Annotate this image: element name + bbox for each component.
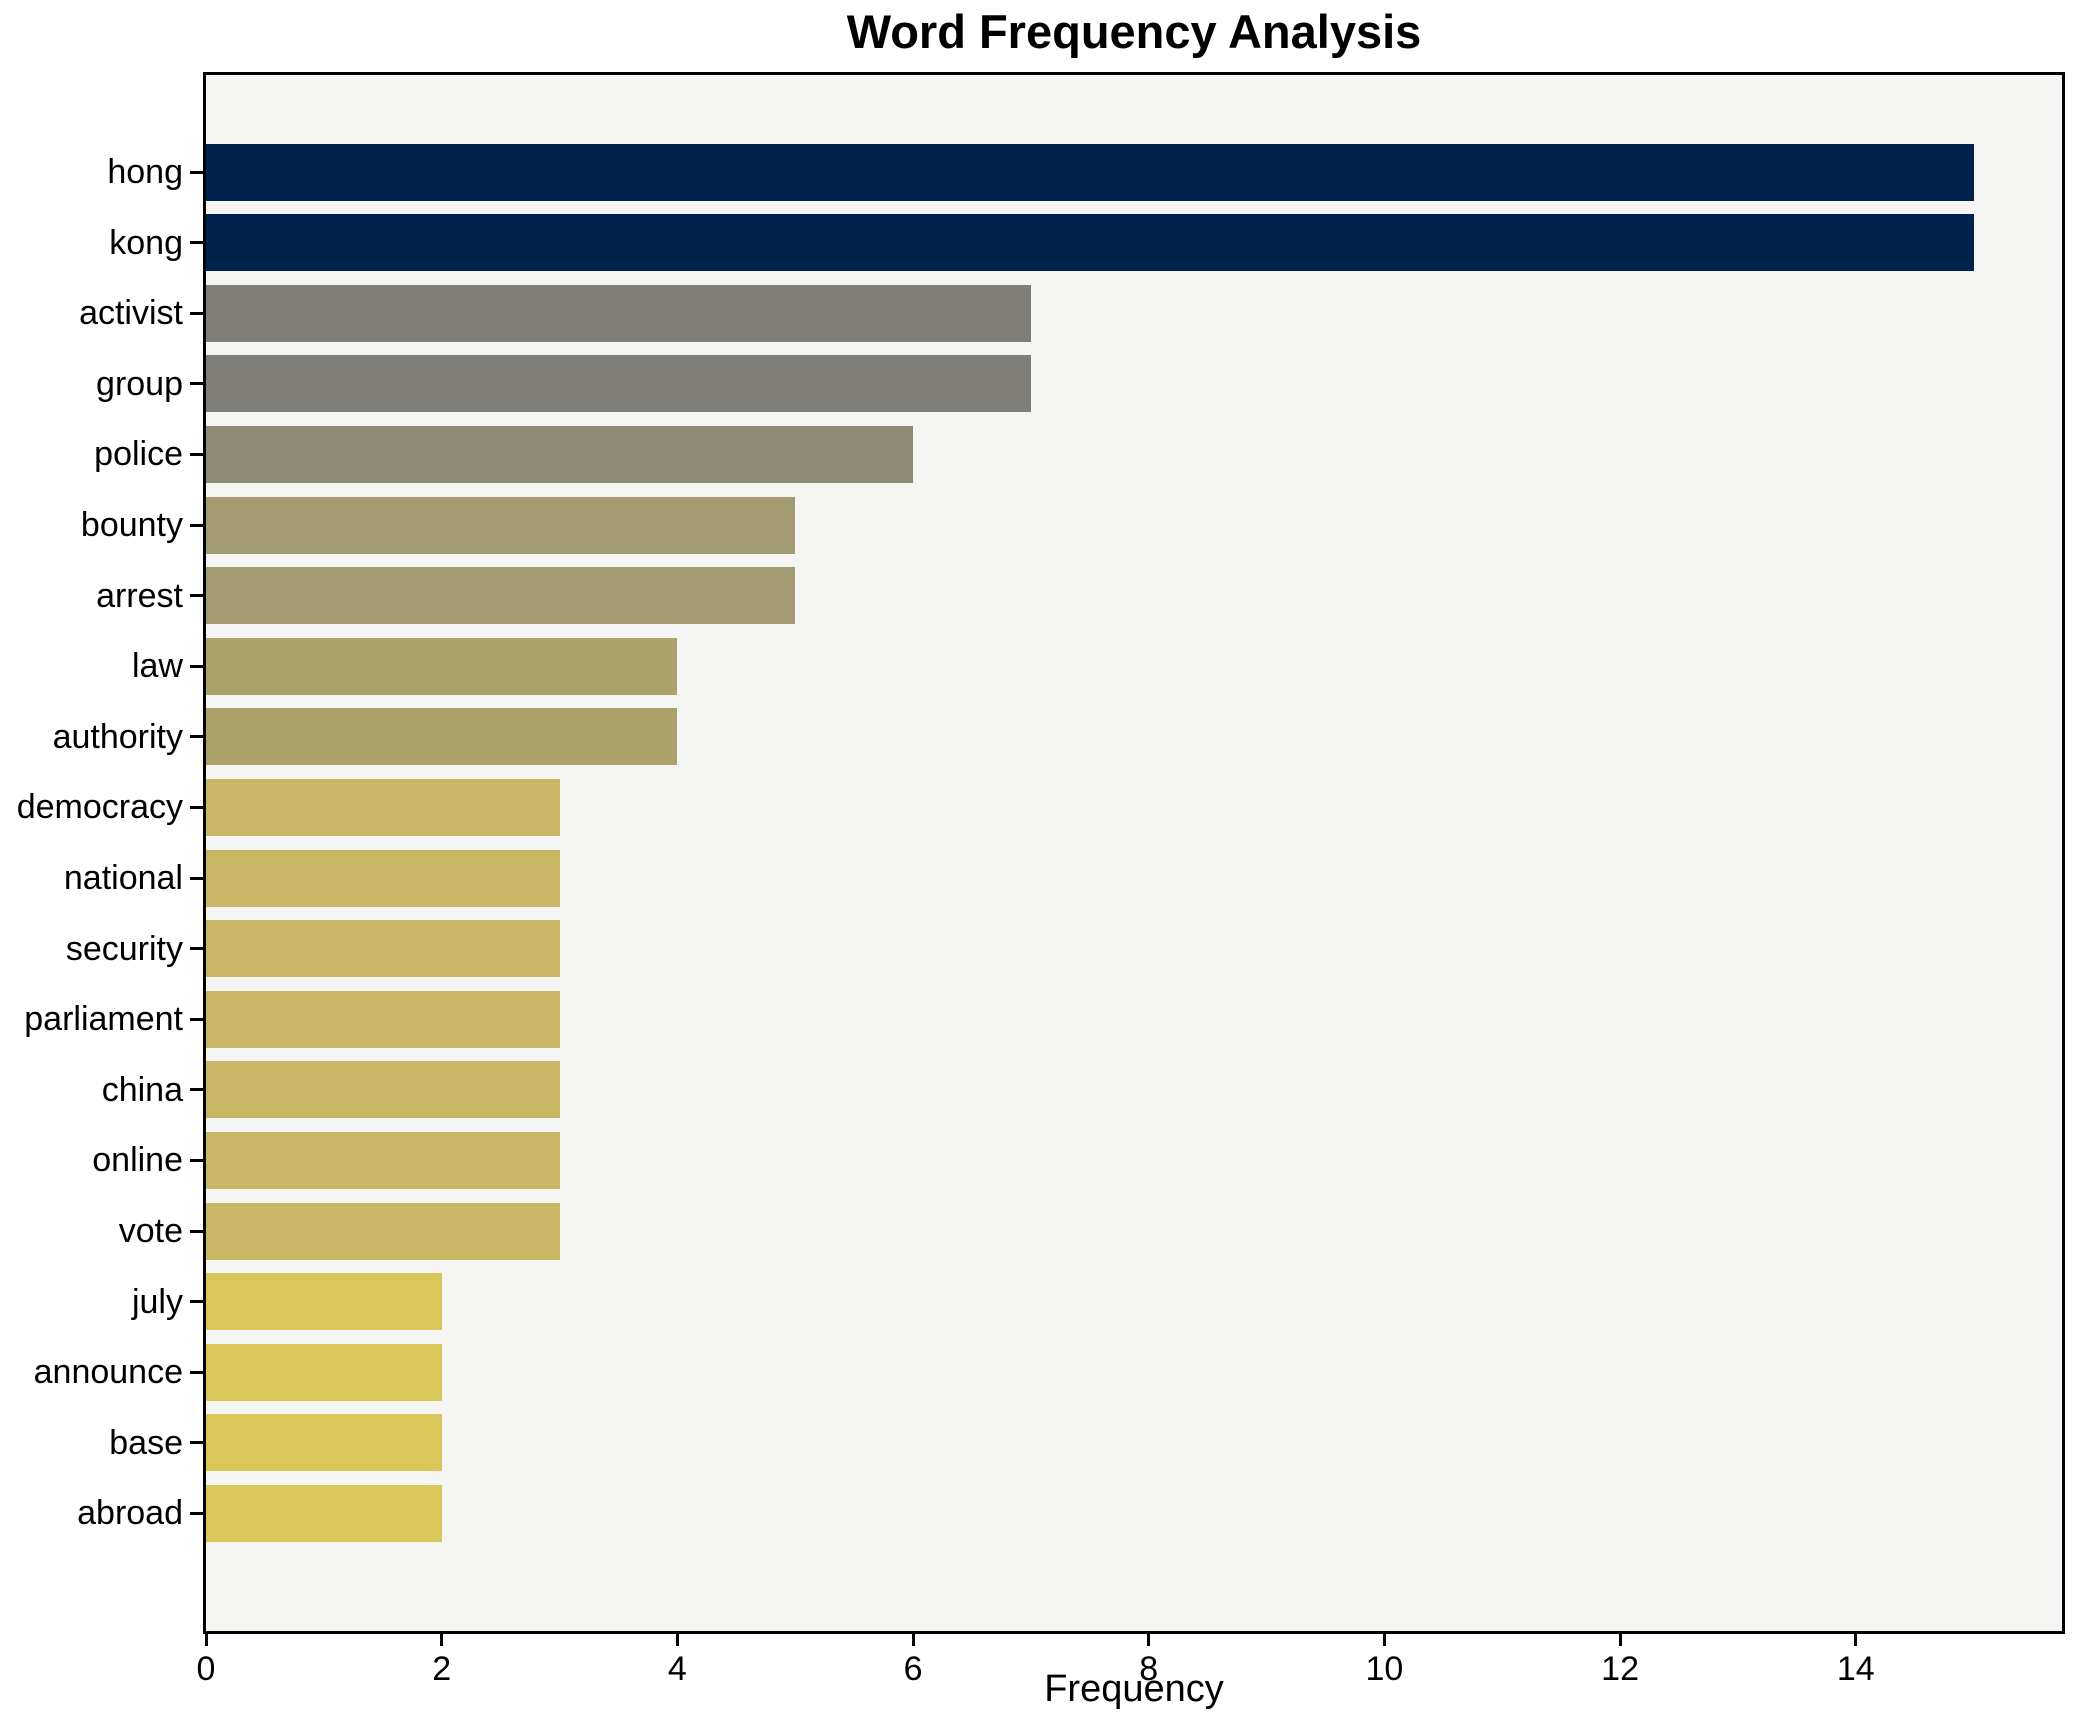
- y-tick-mark: [190, 664, 203, 668]
- y-tick-label: kong: [109, 223, 183, 262]
- x-tick-label: 10: [1365, 1650, 1404, 1688]
- y-tick-mark: [190, 1370, 203, 1374]
- bar: [206, 496, 796, 554]
- x-tick-label: 6: [903, 1650, 923, 1688]
- y-tick-mark: [190, 452, 203, 456]
- x-tick-label: 0: [196, 1650, 216, 1688]
- bar: [206, 1484, 442, 1542]
- y-tick-mark: [190, 876, 203, 880]
- bar: [206, 1343, 442, 1401]
- y-tick-label: china: [101, 1070, 183, 1109]
- bar: [206, 1273, 442, 1331]
- bar: [206, 849, 560, 907]
- y-tick-mark: [190, 1229, 203, 1233]
- y-tick-mark: [190, 1088, 203, 1092]
- y-tick-label: democracy: [16, 788, 183, 827]
- x-tick-label: 2: [432, 1650, 452, 1688]
- y-tick-mark: [190, 382, 203, 386]
- bar: [206, 920, 560, 978]
- bar: [206, 778, 560, 836]
- y-tick-mark: [190, 241, 203, 245]
- bar: [206, 214, 1974, 272]
- bar: [206, 567, 796, 625]
- y-tick-mark: [190, 594, 203, 598]
- x-tick-mark: [204, 1634, 208, 1646]
- y-tick-mark: [190, 1511, 203, 1515]
- y-tick-label: abroad: [77, 1494, 183, 1533]
- x-tick-mark: [675, 1634, 679, 1646]
- y-tick-label: arrest: [96, 576, 183, 615]
- bar: [206, 284, 1031, 342]
- chart-title: Word Frequency Analysis: [846, 5, 1422, 58]
- y-tick-label: bounty: [80, 506, 183, 544]
- y-tick-mark: [190, 735, 203, 739]
- y-tick-mark: [190, 523, 203, 527]
- y-tick-label: hong: [107, 153, 183, 191]
- x-axis-label: Frequency: [1044, 1668, 1224, 1710]
- x-tick-mark: [1147, 1634, 1151, 1646]
- y-tick-label: july: [131, 1282, 183, 1321]
- y-tick-mark: [190, 170, 203, 174]
- y-tick-mark: [190, 805, 203, 809]
- y-tick-mark: [190, 1017, 203, 1021]
- bar: [206, 1061, 560, 1119]
- x-tick-label: 8: [1139, 1650, 1159, 1688]
- bar: [206, 355, 1031, 413]
- bar: [206, 637, 678, 695]
- y-tick-label: authority: [52, 717, 183, 756]
- y-tick-mark: [190, 947, 203, 951]
- x-tick-mark: [911, 1634, 915, 1646]
- x-tick-label: 12: [1601, 1650, 1639, 1688]
- y-tick-label: vote: [118, 1212, 183, 1250]
- bar: [206, 1202, 560, 1260]
- bar: [206, 990, 560, 1048]
- y-tick-label: security: [65, 929, 183, 968]
- x-tick-label: 4: [667, 1650, 687, 1688]
- x-tick-mark: [1854, 1634, 1858, 1646]
- y-tick-label: law: [131, 647, 183, 686]
- plot-area: [203, 72, 2065, 1634]
- y-tick-label: activist: [79, 294, 183, 333]
- y-tick-label: parliament: [24, 1000, 183, 1039]
- y-tick-label: base: [109, 1423, 183, 1462]
- x-tick-mark: [440, 1634, 444, 1646]
- y-tick-label: police: [94, 435, 183, 474]
- bar: [206, 1131, 560, 1189]
- y-tick-label: group: [96, 364, 183, 403]
- bar: [206, 1414, 442, 1472]
- y-tick-mark: [190, 1300, 203, 1304]
- bar: [206, 425, 914, 483]
- x-tick-label: 14: [1836, 1650, 1875, 1688]
- y-tick-mark: [190, 311, 203, 315]
- y-tick-label: online: [92, 1141, 183, 1180]
- y-tick-label: national: [63, 859, 183, 897]
- bar: [206, 708, 678, 766]
- y-tick-mark: [190, 1158, 203, 1162]
- x-tick-mark: [1382, 1634, 1386, 1646]
- bar: [206, 143, 1974, 201]
- x-tick-mark: [1618, 1634, 1622, 1646]
- y-tick-label: announce: [33, 1353, 183, 1392]
- y-tick-mark: [190, 1441, 203, 1445]
